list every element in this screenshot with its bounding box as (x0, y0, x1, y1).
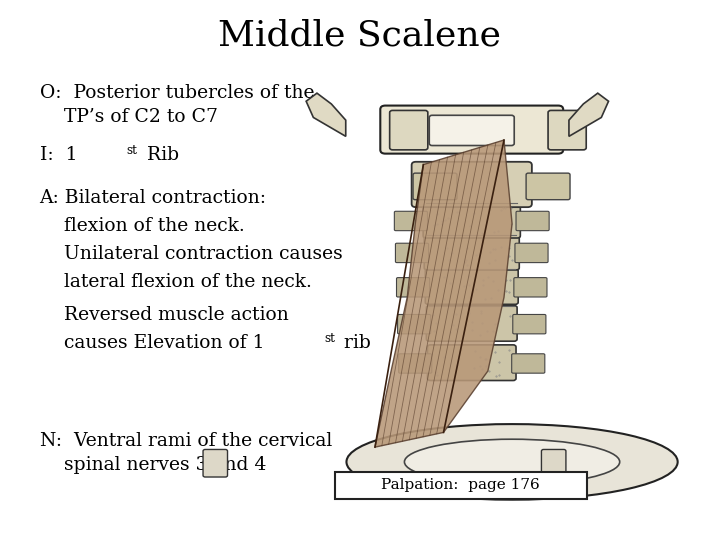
Text: Unilateral contraction causes: Unilateral contraction causes (40, 245, 342, 263)
FancyBboxPatch shape (429, 115, 514, 145)
FancyBboxPatch shape (412, 162, 532, 207)
Text: Rib: Rib (141, 146, 179, 164)
Text: Palpation:  page 176: Palpation: page 176 (382, 478, 540, 492)
Text: TP’s of C2 to C7: TP’s of C2 to C7 (40, 108, 217, 126)
FancyBboxPatch shape (516, 211, 549, 231)
Text: flexion of the neck.: flexion of the neck. (40, 217, 244, 235)
Text: rib: rib (338, 334, 372, 352)
FancyBboxPatch shape (541, 449, 566, 477)
FancyBboxPatch shape (413, 173, 457, 200)
FancyBboxPatch shape (513, 314, 546, 334)
Ellipse shape (346, 424, 678, 500)
FancyBboxPatch shape (424, 234, 519, 270)
FancyBboxPatch shape (397, 314, 431, 334)
Bar (335, 472, 587, 499)
FancyBboxPatch shape (203, 449, 228, 477)
FancyBboxPatch shape (390, 110, 428, 150)
Text: st: st (324, 332, 335, 345)
FancyBboxPatch shape (397, 278, 430, 297)
FancyBboxPatch shape (399, 354, 432, 373)
FancyBboxPatch shape (548, 110, 586, 150)
FancyBboxPatch shape (428, 345, 516, 381)
FancyBboxPatch shape (426, 306, 517, 341)
FancyBboxPatch shape (526, 173, 570, 200)
FancyBboxPatch shape (512, 354, 545, 373)
Polygon shape (306, 93, 346, 136)
Ellipse shape (405, 439, 620, 484)
Text: Reversed muscle action: Reversed muscle action (40, 306, 288, 323)
Text: O:  Posterior tubercles of the: O: Posterior tubercles of the (40, 84, 314, 102)
Text: N:  Ventral rami of the cervical: N: Ventral rami of the cervical (40, 432, 332, 450)
FancyBboxPatch shape (395, 211, 428, 231)
Text: causes Elevation of 1: causes Elevation of 1 (40, 334, 264, 352)
Text: spinal nerves 3 and 4: spinal nerves 3 and 4 (40, 456, 266, 474)
Text: I:  1: I: 1 (40, 146, 77, 164)
FancyBboxPatch shape (380, 106, 563, 153)
FancyBboxPatch shape (426, 269, 518, 305)
Text: A: Bilateral contraction:: A: Bilateral contraction: (40, 189, 266, 207)
FancyBboxPatch shape (514, 278, 547, 297)
FancyBboxPatch shape (515, 243, 548, 262)
Text: st: st (127, 144, 138, 157)
Text: Middle Scalene: Middle Scalene (218, 19, 502, 53)
FancyBboxPatch shape (423, 202, 521, 238)
Text: lateral flexion of the neck.: lateral flexion of the neck. (40, 273, 312, 291)
Polygon shape (375, 140, 512, 447)
Polygon shape (569, 93, 608, 136)
FancyBboxPatch shape (395, 243, 428, 262)
